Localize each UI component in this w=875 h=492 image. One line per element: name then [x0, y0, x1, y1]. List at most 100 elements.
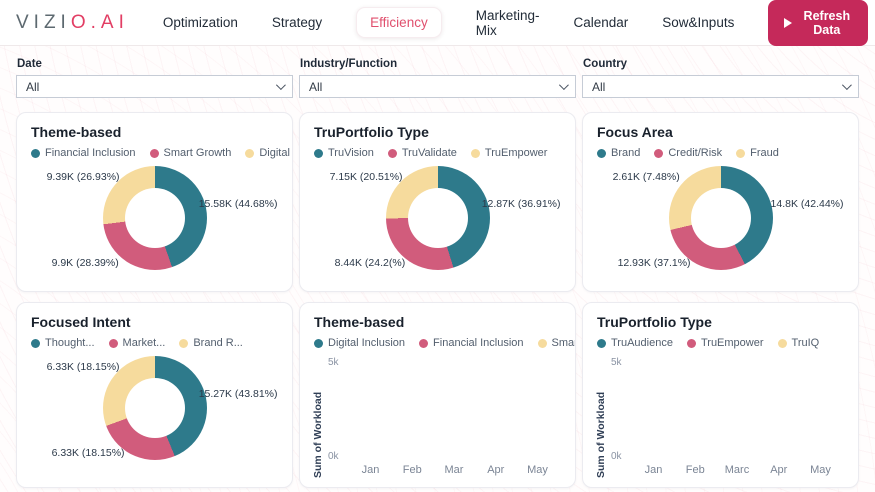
legend-item[interactable]: Brand: [597, 147, 640, 159]
donut-chart-area: 14.8K (42.44%) 12.93K (37.1%) 2.61K (7.48%…: [595, 166, 846, 284]
legend-item[interactable]: TruVision: [314, 147, 374, 159]
x-axis-label: May: [527, 464, 548, 476]
y-axis-tick: 0k: [611, 451, 622, 462]
chevron-down-icon: [841, 80, 852, 91]
legend-label: Digital Inclusion: [259, 147, 292, 159]
y-axis-title: Sum of Workload: [312, 391, 324, 478]
logo-text-gray: VIZI: [16, 11, 71, 33]
donut-chart[interactable]: [385, 166, 490, 270]
tab-optimization[interactable]: Optimization: [162, 15, 238, 30]
chart-legend: Financial Inclusion Smart Growth Digital I…: [31, 147, 292, 159]
legend-dot: [31, 338, 40, 348]
tab-efficiency[interactable]: Efficiency: [356, 7, 442, 38]
tab-sow-inputs[interactable]: Sow&Inputs: [662, 15, 735, 30]
legend-dot: [654, 148, 664, 158]
legend-item[interactable]: Credit/Risk: [654, 147, 722, 159]
donut-chart[interactable]: [102, 166, 207, 270]
legend-item[interactable]: TruValidate: [387, 147, 457, 159]
x-axis-label: May: [810, 464, 831, 476]
legend-item[interactable]: Market...: [108, 337, 165, 349]
legend-label: TruValidate: [401, 147, 457, 159]
refresh-data-button[interactable]: Refresh Data: [768, 0, 869, 46]
legend-label: Thought...: [45, 337, 95, 349]
tab-marketing-mix[interactable]: Marketing-Mix: [475, 7, 540, 38]
charts-grid: Theme-based Financial Inclusion Smart Gro…: [16, 112, 859, 488]
legend-dot: [31, 148, 40, 158]
donut-hole: [407, 188, 468, 248]
chart-card-focused-intent-donut: Focused Intent Thought... Market... Brand …: [16, 302, 293, 488]
filter-date-select[interactable]: All: [16, 75, 293, 98]
chart-card-theme-based-bars: Theme-based Digital Inclusion Financial I…: [299, 302, 576, 488]
chart-legend: Brand Credit/Risk Fraud: [597, 147, 846, 159]
play-icon: [784, 17, 793, 28]
donut-chart[interactable]: [668, 166, 773, 270]
bar-column: Jan: [354, 363, 387, 476]
legend-item[interactable]: Smart Growth: [149, 147, 232, 159]
donut-label: 6.33K (18.15%): [51, 446, 125, 459]
filter-date-value: All: [26, 79, 40, 94]
top-navigation-bar: VIZIO.AI Optimization Strategy Efficienc…: [0, 0, 875, 46]
donut-label: 2.61K (7.48%): [612, 170, 680, 183]
filter-country-select[interactable]: All: [582, 75, 859, 98]
tab-calendar[interactable]: Calendar: [573, 15, 629, 30]
x-axis-label: Apr: [770, 464, 788, 476]
vizio-ai-logo: VIZIO.AI: [16, 12, 129, 34]
bar-column: Feb: [396, 363, 429, 476]
donut-label: 15.58K (44.68%): [198, 197, 278, 210]
legend-item[interactable]: Financial Inclusion: [419, 337, 524, 349]
bar-columns: Jan Feb Mar Apr May: [351, 363, 557, 476]
legend-item[interactable]: TruEmpower: [686, 337, 764, 349]
chart-title: Focus Area: [597, 124, 673, 140]
legend-label: Smart Growth: [551, 337, 575, 349]
legend-item[interactable]: Financial Inclusion: [31, 147, 136, 159]
chart-card-theme-based-donut: Theme-based Financial Inclusion Smart Gro…: [16, 112, 293, 292]
legend-dot: [597, 338, 606, 348]
filter-industry-select[interactable]: All: [299, 75, 576, 98]
legend-item[interactable]: Digital Inclusion: [314, 337, 405, 349]
donut-chart-area: 15.27K (43.81%) 6.33K (18.15%) 6.33K (18.1…: [29, 356, 280, 474]
x-axis-label: Marc: [724, 464, 750, 476]
legend-item[interactable]: Fraud: [736, 147, 779, 159]
legend-item[interactable]: Smart Growth: [537, 337, 575, 349]
filter-country: Country All: [582, 56, 859, 98]
chart-title: TruPortfolio Type: [597, 314, 712, 330]
filter-industry-value: All: [309, 79, 323, 94]
x-axis-label: Jan: [361, 464, 380, 476]
legend-label: TruVision: [328, 147, 374, 159]
bar-column: Feb: [679, 363, 712, 476]
filter-date: Date All: [16, 56, 293, 98]
y-axis-title: Sum of Workload: [595, 391, 607, 478]
legend-dot: [149, 148, 159, 158]
filter-country-value: All: [592, 79, 606, 94]
donut-chart-area: 15.58K (44.68%) 9.9K (28.39%) 9.39K (26.93…: [29, 166, 280, 284]
donut-label: 9.9K (28.39%): [51, 256, 119, 269]
refresh-button-label: Refresh Data: [803, 8, 851, 37]
filter-industry-function: Industry/Function All: [299, 56, 576, 98]
chevron-down-icon: [558, 80, 569, 91]
legend-item[interactable]: TruEmpower: [470, 147, 547, 159]
legend-label: Fraud: [750, 147, 779, 159]
chart-legend: Thought... Market... Brand R...: [31, 337, 280, 349]
legend-label: Smart Growth: [163, 147, 232, 159]
bar-column: Marc: [721, 363, 754, 476]
chart-body: 14.8K (42.44%) 12.93K (37.1%) 2.61K (7.48%…: [595, 166, 846, 284]
legend-label: TruAudience: [611, 337, 673, 349]
legend-dot: [470, 148, 480, 158]
legend-label: Brand R...: [193, 337, 243, 349]
chart-body: Sum of Workload 5k 0k Jan Feb Marc Apr May: [595, 357, 846, 478]
legend-label: Financial Inclusion: [433, 337, 524, 349]
legend-item[interactable]: Thought...: [31, 337, 95, 349]
tab-strategy[interactable]: Strategy: [271, 15, 323, 30]
filter-date-label: Date: [17, 58, 42, 70]
donut-chart[interactable]: [102, 356, 207, 460]
legend-item[interactable]: Brand R...: [179, 337, 243, 349]
donut-chart-area: 12.87K (36.91%) 8.44K (24.2(%) 7.15K (20.5…: [312, 166, 563, 284]
legend-item[interactable]: TruAudience: [597, 337, 673, 349]
legend-item[interactable]: Digital Inclusion: [245, 147, 292, 159]
legend-item[interactable]: TruIQ: [777, 337, 819, 349]
y-axis-tick: 0k: [328, 451, 339, 462]
donut-label: 14.8K (42.44%): [770, 197, 844, 210]
legend-dot: [108, 338, 118, 348]
plot-area: 5k 0k Jan Feb Marc Apr May: [611, 357, 840, 476]
legend-label: TruEmpower: [700, 337, 764, 349]
